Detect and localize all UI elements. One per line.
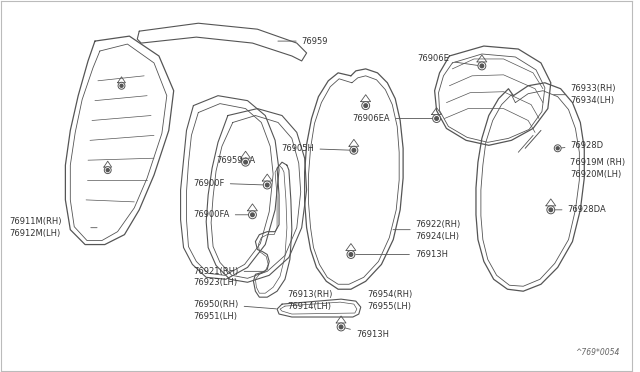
Text: 76905H: 76905H: [282, 144, 350, 153]
Circle shape: [347, 250, 355, 259]
Text: 76959: 76959: [278, 36, 328, 46]
Text: 76934(LH): 76934(LH): [570, 96, 614, 105]
Circle shape: [244, 160, 247, 164]
Circle shape: [118, 82, 125, 89]
Circle shape: [433, 115, 440, 122]
Text: ^769*0054: ^769*0054: [575, 348, 620, 357]
Circle shape: [435, 117, 438, 120]
Text: 76919M (RH): 76919M (RH): [570, 158, 626, 167]
Circle shape: [120, 84, 123, 87]
Circle shape: [242, 158, 250, 166]
Circle shape: [349, 253, 353, 256]
Text: 76906E: 76906E: [417, 54, 478, 65]
Circle shape: [339, 325, 343, 329]
Text: 76922(RH): 76922(RH): [415, 220, 460, 229]
Circle shape: [478, 62, 486, 70]
Circle shape: [350, 146, 358, 154]
Circle shape: [104, 167, 111, 174]
Circle shape: [248, 211, 257, 219]
Text: 76954(RH): 76954(RH): [367, 290, 413, 299]
Text: 76921(RH): 76921(RH): [193, 267, 264, 276]
Circle shape: [106, 169, 109, 171]
Text: 76913H: 76913H: [344, 328, 389, 339]
Text: 76914(LH): 76914(LH): [287, 302, 331, 311]
Text: 76920M(LH): 76920M(LH): [570, 170, 621, 179]
Text: 76923(LH): 76923(LH): [193, 278, 237, 287]
Text: 76900FA: 76900FA: [193, 210, 249, 219]
Circle shape: [549, 208, 552, 212]
Circle shape: [362, 102, 370, 110]
Text: 76924(LH): 76924(LH): [415, 232, 459, 241]
Text: 76951(LH): 76951(LH): [193, 311, 237, 321]
Text: 76913(RH): 76913(RH): [287, 290, 332, 299]
Text: 76906EA: 76906EA: [353, 114, 433, 123]
Text: 76950(RH): 76950(RH): [193, 299, 276, 309]
Text: 76955(LH): 76955(LH): [367, 302, 412, 311]
Text: 76933(RH): 76933(RH): [570, 84, 616, 93]
Text: 76912M(LH): 76912M(LH): [9, 229, 61, 238]
Text: 76911M(RH): 76911M(RH): [9, 217, 62, 226]
Circle shape: [266, 183, 269, 187]
Circle shape: [352, 148, 356, 152]
Circle shape: [556, 147, 559, 150]
Circle shape: [251, 213, 254, 217]
Circle shape: [547, 206, 555, 214]
Circle shape: [337, 323, 345, 331]
Text: 76928D: 76928D: [561, 141, 604, 150]
Text: 76928DA: 76928DA: [554, 205, 606, 214]
Circle shape: [263, 181, 271, 189]
Circle shape: [554, 145, 561, 152]
Text: 76913H: 76913H: [356, 250, 448, 259]
Text: 76959+A: 76959+A: [216, 156, 255, 165]
Text: 76900F: 76900F: [193, 179, 264, 187]
Circle shape: [364, 104, 367, 108]
Circle shape: [480, 64, 484, 68]
